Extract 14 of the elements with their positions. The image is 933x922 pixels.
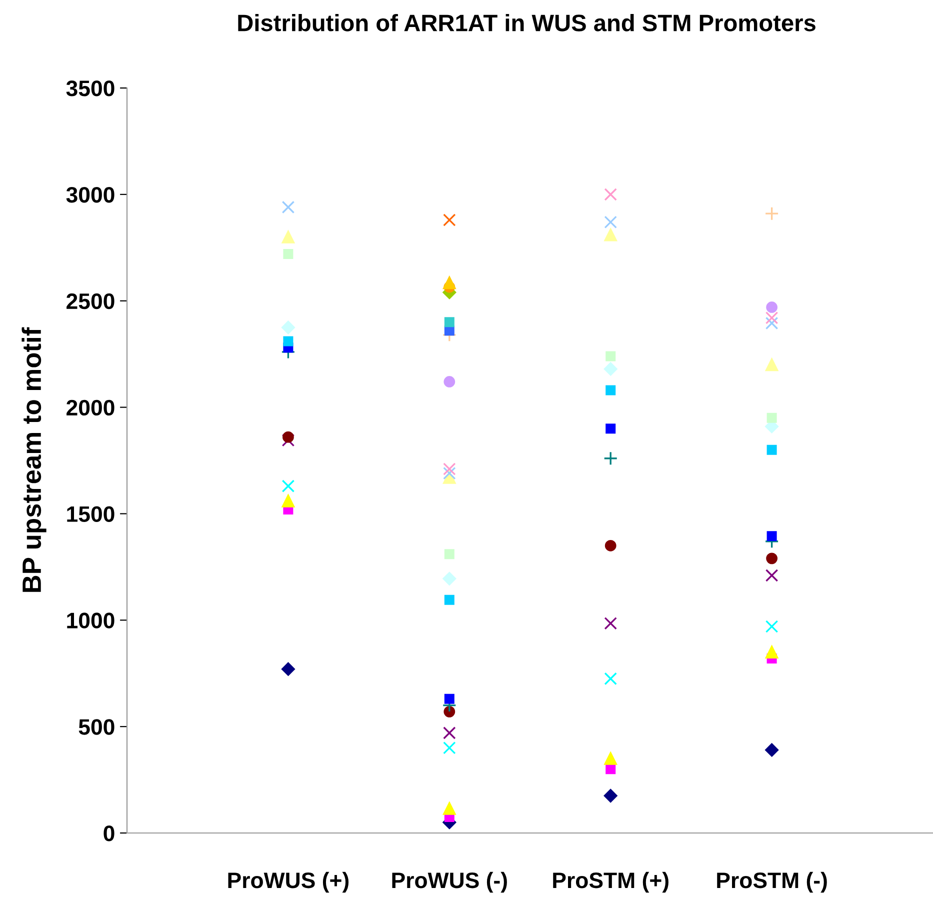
y-tick-label: 3500 [66, 80, 114, 96]
y-tick-label: 1000 [67, 612, 114, 628]
y-tick-label: 3000 [66, 186, 114, 203]
y-tick-label: 0 [104, 826, 114, 842]
y-axis-title: BP upstream to motif [22, 327, 46, 592]
x-tick-label: ProSTM (-) [717, 872, 827, 893]
x-tick-label: ProSTM (+) [553, 872, 668, 893]
y-tick-label: 500 [78, 719, 114, 735]
y-tick-label: 1500 [67, 506, 114, 522]
y-tick-label: 2000 [66, 400, 114, 416]
chart-title: Distribution of ARR1AT in WUS and STM Promoters [238, 14, 816, 32]
y-tick-label: 2500 [66, 293, 114, 310]
x-tick-label: ProWUS (-) [392, 872, 507, 893]
x-tick-label: ProWUS (+) [228, 872, 349, 893]
